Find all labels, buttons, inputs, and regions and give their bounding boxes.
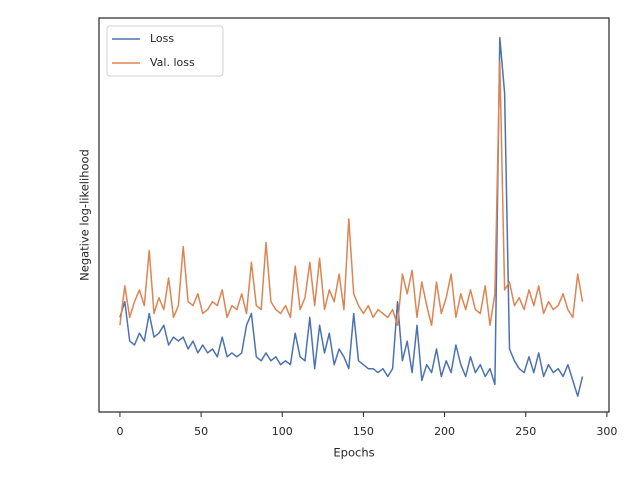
line-series (119, 60, 584, 327)
y-axis-label: Negative log-likelihood (78, 149, 92, 281)
x-tick-label: 150 (353, 425, 374, 438)
legend-label: Val. loss (150, 56, 195, 69)
line-series (119, 36, 584, 397)
x-axis-label: Epochs (333, 446, 374, 460)
x-tick-label: 50 (194, 425, 208, 438)
plot-frame (98, 17, 610, 413)
x-tick-label: 0 (116, 425, 123, 438)
x-tick-label: 200 (434, 425, 455, 438)
legend-label: Loss (150, 32, 174, 45)
x-tick-label: 300 (596, 425, 617, 438)
x-tick-label: 100 (272, 425, 293, 438)
x-tick-label: 250 (515, 425, 536, 438)
